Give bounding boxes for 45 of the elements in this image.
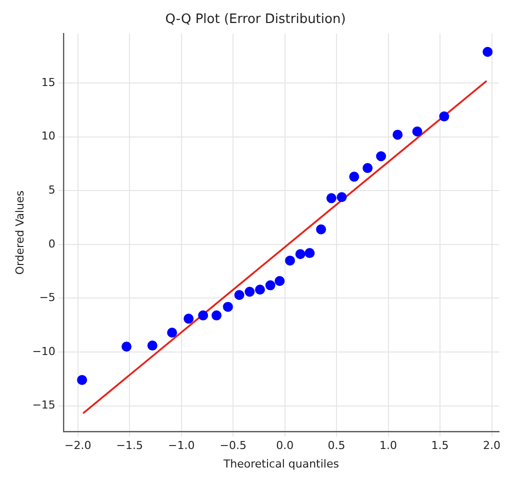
y-tick-label: −10 [32, 344, 56, 358]
y-tick-label: −15 [32, 398, 56, 412]
point [392, 130, 403, 140]
y-tick-label: 15 [41, 76, 56, 89]
point [244, 286, 255, 297]
y-tick-label: 0 [48, 237, 56, 250]
y-tick-label: 10 [41, 130, 56, 143]
point [336, 192, 347, 202]
point [254, 284, 265, 295]
point [316, 224, 326, 234]
x-tick-label: 1.5 [431, 439, 449, 452]
point [265, 280, 276, 290]
point [295, 249, 306, 260]
point [184, 314, 194, 324]
point [349, 172, 360, 182]
x-tick-label: −1.0 [168, 439, 195, 452]
point [439, 111, 450, 122]
point [412, 126, 422, 136]
x-tick-label: 1.0 [380, 439, 398, 452]
y-tick-label: 5 [48, 184, 56, 197]
point [234, 290, 244, 300]
x-tick-label: 0.0 [276, 439, 294, 452]
y-axis-title: Ordered Values [13, 190, 26, 275]
point [167, 328, 178, 338]
point [376, 151, 386, 162]
x-tick-label: 2.0 [483, 439, 501, 452]
y-tick-label: −5 [39, 291, 56, 304]
x-axis-title: Theoretical quantiles [222, 457, 340, 470]
point [274, 276, 285, 286]
point [147, 340, 158, 351]
point [362, 163, 373, 174]
point [285, 256, 295, 266]
point [77, 374, 88, 385]
x-tick-label: −0.5 [220, 439, 246, 452]
point [326, 193, 336, 204]
x-tick-label: −2.0 [64, 439, 92, 452]
x-tick-label: −1.5 [116, 439, 143, 452]
point [198, 310, 208, 320]
point [482, 46, 493, 57]
point [212, 310, 222, 320]
point [222, 302, 233, 312]
x-tick-label: 0.5 [328, 439, 346, 452]
point [304, 248, 315, 258]
chart-title: Q-Q Plot (Error Distribution) [165, 12, 346, 28]
point [122, 342, 132, 352]
